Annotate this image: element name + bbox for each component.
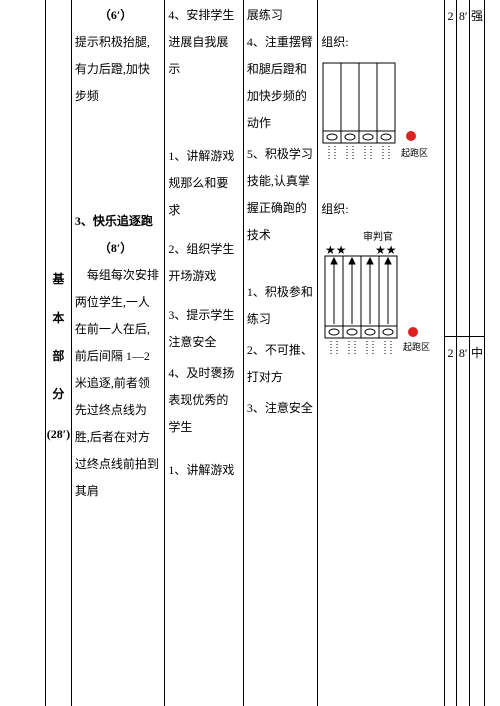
org1-label: 组织:: [321, 28, 440, 57]
zone-label-1: 起跑区: [401, 147, 428, 158]
section-name-char2: 本: [52, 299, 64, 337]
student-item2b: 2、不可推、打对方: [247, 337, 314, 391]
teacher-item2b: 2、组织学生开场游戏: [168, 236, 240, 290]
time-count-2: 2: [444, 336, 457, 706]
teacher-item4: 4、安排学生进展自我展示: [168, 2, 240, 83]
student-cell: 展练习 4、注重摆臂和腿后蹬和加快步频的动作 5、积极学习技能,认真掌握正确跑的…: [243, 0, 317, 706]
activity1-time: （6′）: [75, 2, 161, 29]
teacher-item1b: 1、讲解游戏规那么和要求: [168, 143, 240, 224]
section-label-cell: 基 本 部 分 (28′): [46, 0, 72, 706]
activity1-hint: 提示积极抬腿,有力后蹬,加快步频: [75, 29, 161, 110]
section-name-char4: 分: [52, 375, 64, 413]
org2-label: 组织:: [321, 195, 440, 224]
time-min-1: 8′: [457, 0, 470, 336]
student-item4: 4、注重摆臂和腿后蹬和加快步频的动作: [247, 29, 314, 137]
org-cell: 组织:: [318, 0, 444, 706]
judge-label: 审判官: [363, 230, 393, 243]
org-diagram-1: 起跑区: [321, 61, 440, 171]
section-name-char3: 部: [52, 337, 64, 375]
student-item3b: 3、注意安全: [247, 395, 314, 422]
content-cell: （6′） 提示积极抬腿,有力后蹬,加快步频 3、快乐追逐跑 （8′） 每组每次安…: [71, 0, 164, 706]
time-min-2: 8′: [457, 336, 470, 706]
section-name-char1: 基: [52, 260, 64, 298]
teacher-item1c: 1、讲解游戏: [168, 457, 240, 484]
student-item5: 5、积极学习技能,认真掌握正确跑的技术: [247, 141, 314, 249]
activity2-desc: 每组每次安排两位学生,一人在前一人在后,前后间隔 1—2 米追逐,前者领先过终点…: [75, 262, 161, 505]
svg-text:★★: ★★: [325, 243, 347, 257]
teacher-item3b: 3、提示学生注意安全: [168, 302, 240, 356]
activity2-time: （8′）: [75, 235, 161, 262]
student-item1b: 1、积极参和练习: [247, 279, 314, 333]
org-diagram-2: 审判官 ★★ ★★: [321, 228, 440, 368]
svg-text:★★: ★★: [375, 243, 397, 257]
intensity-1: 强: [470, 0, 485, 336]
student-pre: 展练习: [247, 2, 314, 29]
section-duration: (28′): [47, 422, 70, 446]
teacher-item4b: 4、及时褒扬表现优秀的学生: [168, 360, 240, 441]
teacher-cell: 4、安排学生进展自我展示 1、讲解游戏规那么和要求 2、组织学生开场游戏 3、提…: [165, 0, 244, 706]
zone-label-2: 起跑区: [403, 341, 430, 352]
intensity-2: 中: [470, 336, 485, 706]
time-count-1: 2: [444, 0, 457, 336]
activity2-title: 3、快乐追逐跑: [75, 208, 161, 235]
